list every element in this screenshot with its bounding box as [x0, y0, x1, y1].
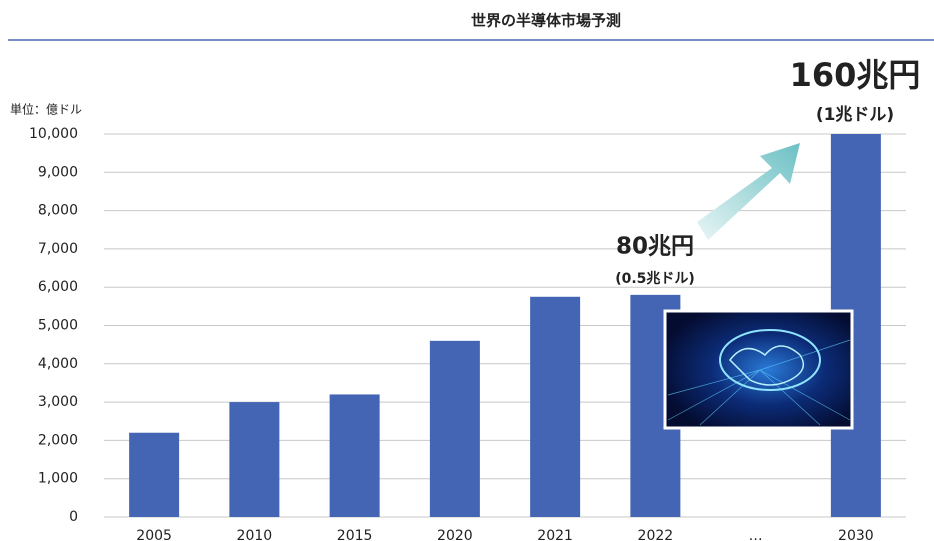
y-tick-label: 7,000: [38, 241, 78, 257]
bar: [430, 341, 480, 517]
y-axis-unit: 単位：億ドル: [10, 102, 82, 117]
x-tick-label: 2005: [136, 528, 172, 541]
chart: 世界の半導体市場予測 単位：億ドル 0 1,000 2,000 3,000 4,000 5…: [0, 0, 934, 541]
x-tick-label: 2030: [838, 528, 874, 541]
y-tick-label: 10,000: [29, 126, 78, 142]
y-tick-label: 8,000: [38, 203, 78, 219]
annotation-sublabel: (0.5兆ドル): [615, 271, 695, 287]
y-tick-label: 0: [69, 509, 78, 525]
bar: [330, 394, 380, 517]
y-tick-label: 1,000: [38, 471, 78, 487]
x-tick-label: 2015: [337, 528, 373, 541]
y-tick-label: 5,000: [38, 318, 78, 334]
annotation-label: 160兆円: [790, 56, 921, 94]
annotation-label: 80兆円: [616, 234, 694, 260]
growth-arrow: [697, 143, 800, 240]
brain-image: [665, 311, 852, 428]
bar: [229, 402, 279, 517]
x-tick-label: 2022: [638, 528, 674, 541]
y-tick-label: 3,000: [38, 394, 78, 410]
bar: [129, 433, 179, 517]
y-tick-label: 9,000: [38, 164, 78, 180]
bar: [530, 297, 580, 517]
x-tick-label: 2020: [437, 528, 473, 541]
y-tick-label: 2,000: [38, 432, 78, 448]
chart-title: 世界の半導体市場予測: [471, 12, 621, 30]
x-tick-label: …: [749, 528, 763, 541]
y-tick-label: 6,000: [38, 279, 78, 295]
x-tick-label: 2010: [237, 528, 273, 541]
x-tick-label: 2021: [537, 528, 573, 541]
y-tick-label: 4,000: [38, 356, 78, 372]
annotation-sublabel: (1兆ドル): [816, 105, 894, 125]
